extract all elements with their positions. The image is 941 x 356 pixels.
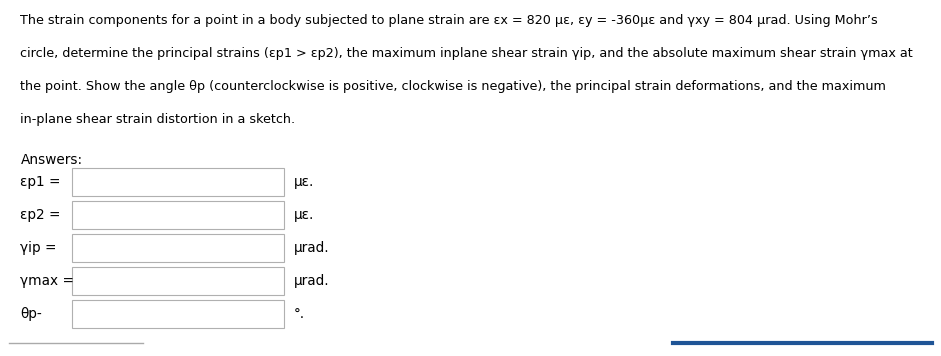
Text: με.: με. — [294, 175, 313, 189]
Text: The strain components for a point in a body subjected to plane strain are εx = 8: The strain components for a point in a b… — [21, 14, 878, 27]
Text: °.: °. — [294, 307, 305, 321]
Bar — [72, 234, 284, 262]
Text: θp-: θp- — [21, 307, 42, 321]
Text: Answers:: Answers: — [21, 153, 83, 167]
Text: the point. Show the angle θp (counterclockwise is positive, clockwise is negativ: the point. Show the angle θp (counterclo… — [21, 80, 886, 93]
Text: circle, determine the principal strains (εp1 > εp2), the maximum inplane shear s: circle, determine the principal strains … — [21, 47, 913, 60]
Bar — [72, 168, 284, 197]
Text: εp1 =: εp1 = — [21, 175, 61, 189]
Text: γmax =: γmax = — [21, 274, 74, 288]
Bar — [72, 267, 284, 295]
Bar — [72, 201, 284, 229]
Text: εp2 =: εp2 = — [21, 208, 61, 222]
Text: γip =: γip = — [21, 241, 57, 255]
Bar — [72, 300, 284, 328]
Text: μrad.: μrad. — [294, 274, 329, 288]
Text: μrad.: μrad. — [294, 241, 329, 255]
Text: in-plane shear strain distortion in a sketch.: in-plane shear strain distortion in a sk… — [21, 113, 295, 126]
Text: με.: με. — [294, 208, 313, 222]
